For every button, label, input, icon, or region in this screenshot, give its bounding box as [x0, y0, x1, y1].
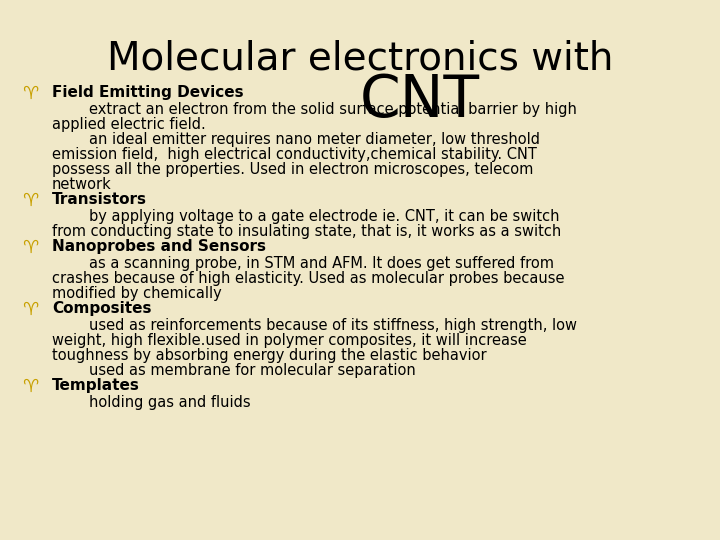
- Text: used as membrane for molecular separation: used as membrane for molecular separatio…: [52, 363, 415, 378]
- Text: holding gas and fluids: holding gas and fluids: [52, 395, 251, 410]
- Text: extract an electron from the solid surface potential barrier by high: extract an electron from the solid surfa…: [52, 102, 577, 117]
- Text: crashes because of high elasticity. Used as molecular probes because: crashes because of high elasticity. Used…: [52, 271, 564, 286]
- Text: used as reinforcements because of its stiffness, high strength, low: used as reinforcements because of its st…: [52, 318, 577, 333]
- Text: CNT: CNT: [360, 72, 480, 129]
- Text: ♈: ♈: [22, 378, 38, 396]
- Text: Templates: Templates: [52, 378, 140, 393]
- Text: applied electric field.: applied electric field.: [52, 117, 206, 132]
- Text: Composites: Composites: [52, 301, 151, 316]
- Text: an ideal emitter requires nano meter diameter, low threshold: an ideal emitter requires nano meter dia…: [52, 132, 540, 147]
- Text: emission field,  high electrical conductivity,chemical stability. CNT: emission field, high electrical conducti…: [52, 147, 537, 162]
- Text: network: network: [52, 177, 112, 192]
- Text: Transistors: Transistors: [52, 192, 147, 207]
- Text: ♈: ♈: [22, 85, 38, 103]
- Text: by applying voltage to a gate electrode ie. CNT, it can be switch: by applying voltage to a gate electrode …: [52, 209, 559, 224]
- Text: weight, high flexible.used in polymer composites, it will increase: weight, high flexible.used in polymer co…: [52, 333, 527, 348]
- Text: Field Emitting Devices: Field Emitting Devices: [52, 85, 243, 100]
- Text: as a scanning probe, in STM and AFM. It does get suffered from: as a scanning probe, in STM and AFM. It …: [52, 256, 554, 271]
- Text: toughness by absorbing energy during the elastic behavior: toughness by absorbing energy during the…: [52, 348, 487, 363]
- Text: Molecular electronics with: Molecular electronics with: [107, 40, 613, 78]
- Text: Nanoprobes and Sensors: Nanoprobes and Sensors: [52, 239, 266, 254]
- Text: from conducting state to insulating state, that is, it works as a switch: from conducting state to insulating stat…: [52, 224, 562, 239]
- Text: ♈: ♈: [22, 192, 38, 210]
- Text: ♈: ♈: [22, 301, 38, 319]
- Text: ♈: ♈: [22, 239, 38, 257]
- Text: possess all the properties. Used in electron microscopes, telecom: possess all the properties. Used in elec…: [52, 162, 534, 177]
- Text: modified by chemically: modified by chemically: [52, 286, 222, 301]
